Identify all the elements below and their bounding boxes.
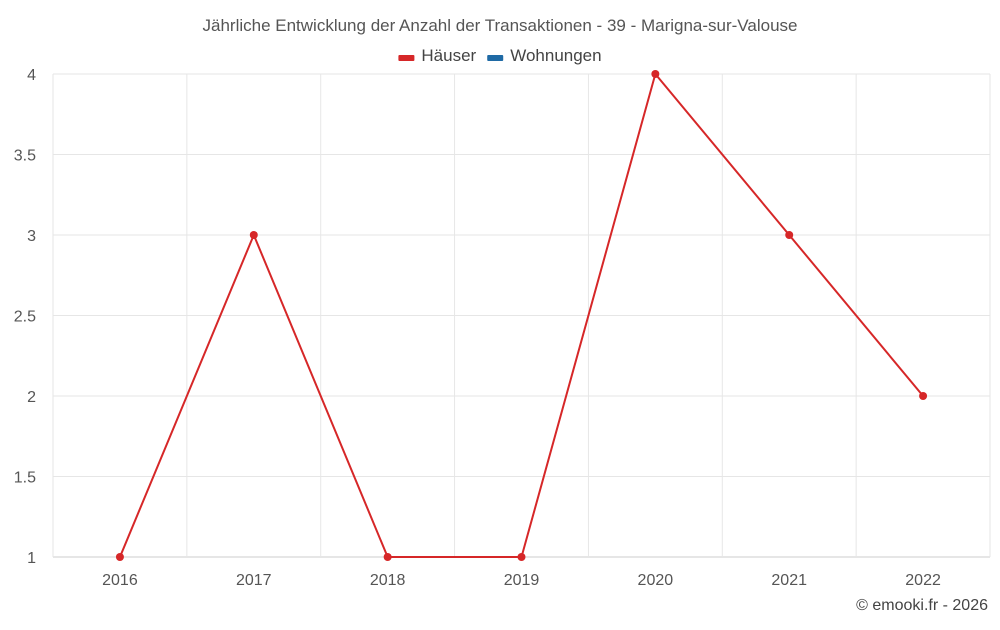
y-tick-label: 1 <box>27 550 36 567</box>
y-tick-label: 3.5 <box>14 148 36 165</box>
legend-item[interactable]: Wohnungen <box>487 46 602 65</box>
x-tick-label: 2019 <box>504 572 540 589</box>
legend-swatch <box>398 55 415 61</box>
grid <box>52 73 991 558</box>
x-tick-label: 2016 <box>102 572 138 589</box>
x-tick-label: 2020 <box>638 572 674 589</box>
y-axis: 1 1.5 2 2.5 3 3.5 4 <box>14 67 36 567</box>
x-tick-label: 2017 <box>236 572 272 589</box>
data-point[interactable] <box>785 231 794 239</box>
data-point[interactable] <box>919 392 928 400</box>
data-point[interactable] <box>115 553 124 561</box>
legend-label: Häuser <box>421 46 476 65</box>
x-tick-label: 2022 <box>905 572 941 589</box>
series-layer <box>115 70 928 561</box>
y-tick-label: 2 <box>27 389 36 406</box>
y-tick-label: 1.5 <box>14 470 36 487</box>
data-point[interactable] <box>383 553 392 561</box>
legend-label: Wohnungen <box>510 46 601 65</box>
data-point[interactable] <box>651 70 660 78</box>
legend-swatch <box>487 55 504 61</box>
y-tick-label: 3 <box>27 228 36 245</box>
credit-text: © emooki.fr - 2026 <box>856 597 988 614</box>
data-point[interactable] <box>517 553 526 561</box>
data-point[interactable] <box>249 231 258 239</box>
legend-item[interactable]: Häuser <box>398 46 477 65</box>
legend[interactable]: Häuser Wohnungen <box>398 46 602 65</box>
y-tick-label: 2.5 <box>14 309 36 326</box>
x-axis: 2016 2017 2018 2019 2020 2021 2022 <box>102 572 941 589</box>
x-tick-label: 2021 <box>771 572 807 589</box>
x-tick-label: 2018 <box>370 572 406 589</box>
chart-title: Jährliche Entwicklung der Anzahl der Tra… <box>203 16 798 35</box>
y-tick-label: 4 <box>27 67 36 84</box>
